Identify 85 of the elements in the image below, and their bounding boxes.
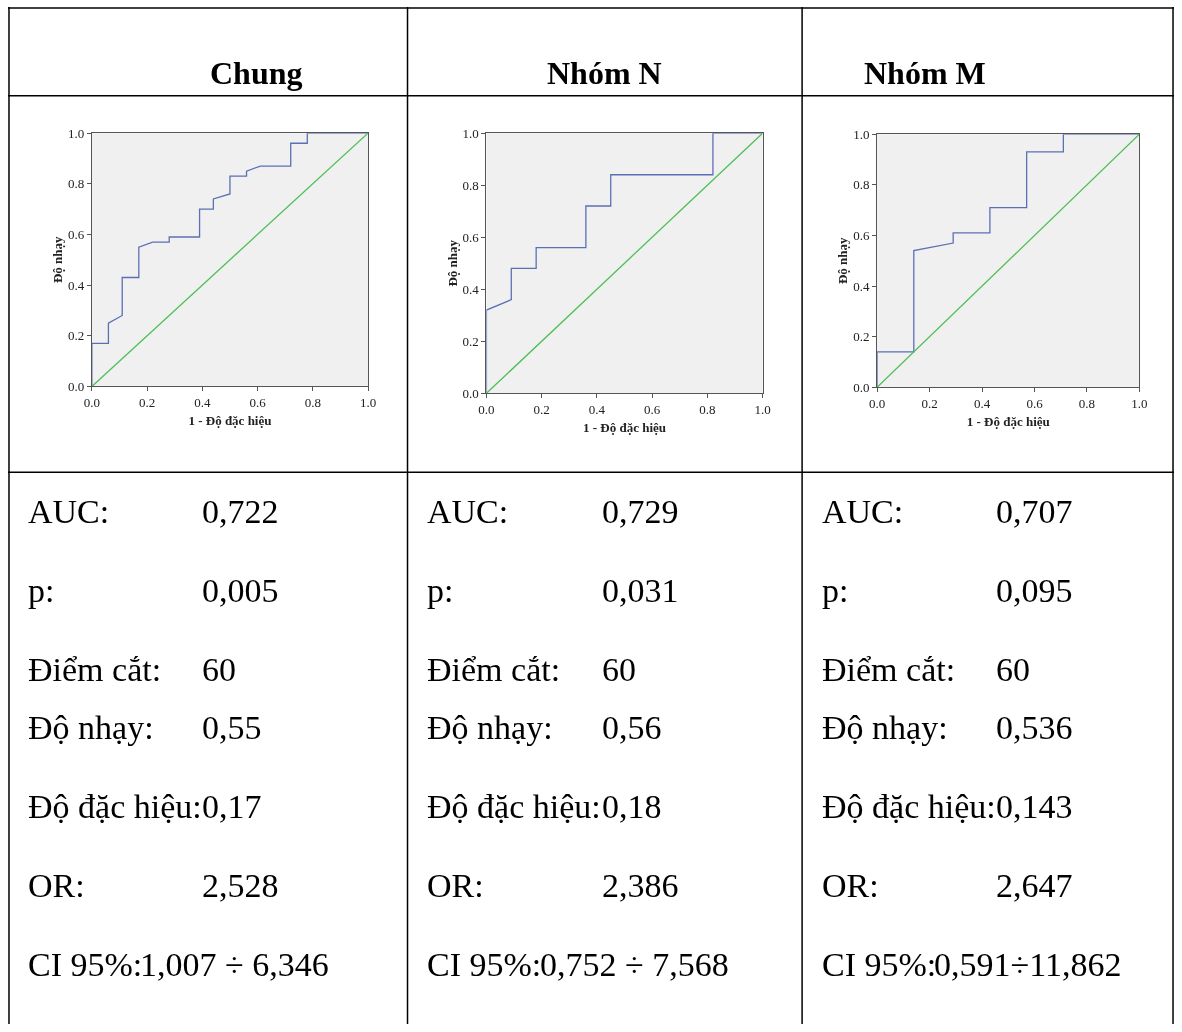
y-tick-label: 0.6 <box>462 229 480 245</box>
x-tick-label: 1.0 <box>754 401 771 417</box>
text: Điểm cắt: <box>28 651 162 688</box>
y-tick-label: 1.0 <box>853 126 870 142</box>
y-tick-label: 1.0 <box>462 125 479 141</box>
text: 0,722 <box>202 493 279 530</box>
y-tick-label: 0.8 <box>68 176 85 192</box>
text: Độ đặc hiệu: <box>822 788 996 825</box>
text: p: <box>822 572 849 609</box>
text: Độ đặc hiệu: <box>28 788 202 825</box>
text: AUC: <box>28 493 110 530</box>
x-axis-title: 1 - Độ đặc hiệu <box>583 419 667 435</box>
text: 1,007 ÷ 6,346 <box>140 946 329 983</box>
text: Điểm cắt: <box>822 651 956 688</box>
text: 0,56 <box>602 709 662 746</box>
text: 0,17 <box>202 788 262 825</box>
x-axis-title: 1 - Độ đặc hiệu <box>966 413 1050 429</box>
x-tick-label: 0.6 <box>249 395 267 410</box>
x-tick-label: 0.4 <box>973 395 991 411</box>
y-tick-label: 0.8 <box>853 177 870 193</box>
x-tick-label: 0.0 <box>868 395 886 411</box>
text: 0,729 <box>602 493 679 530</box>
x-tick-label: 0.4 <box>588 401 606 417</box>
text: 0,095 <box>996 572 1073 609</box>
chart-title: Nhóm N <box>547 55 662 91</box>
y-tick-label: 0.0 <box>853 379 870 395</box>
text: 0,707 <box>996 493 1073 530</box>
text: 2,528 <box>202 867 279 904</box>
x-tick-label: 1.0 <box>359 395 377 410</box>
text: 60 <box>996 651 1030 688</box>
text: CI 95%: <box>28 946 143 983</box>
text: AUC: <box>822 493 904 530</box>
text: 2,647 <box>996 867 1073 904</box>
x-tick-label: 0.2 <box>138 395 156 410</box>
x-tick-label: 0.6 <box>644 401 661 417</box>
y-tick-label: 0.0 <box>68 378 85 394</box>
text: Độ đặc hiệu: <box>427 788 601 825</box>
y-tick-label: 1.0 <box>68 125 85 141</box>
x-tick-label: 0.2 <box>533 401 550 417</box>
chart-title: Nhóm M <box>864 55 986 91</box>
x-tick-label: 0.0 <box>478 401 495 417</box>
text: 60 <box>602 651 636 688</box>
text: OR: <box>28 867 85 904</box>
y-tick-label: 0.6 <box>853 227 870 243</box>
y-tick-label: 0.2 <box>853 329 870 345</box>
text: 0,591÷11,862 <box>934 946 1122 983</box>
text: Độ nhạy: <box>822 709 948 746</box>
y-axis-title: Độ nhạy <box>835 236 851 285</box>
text: CI 95%: <box>427 946 542 983</box>
y-tick-label: 0.8 <box>462 177 479 193</box>
text: AUC: <box>427 493 509 530</box>
text: Độ nhạy: <box>28 709 154 746</box>
y-tick-label: 0.2 <box>462 333 479 349</box>
y-tick-label: 0.4 <box>68 277 85 293</box>
x-tick-label: 0.6 <box>1026 395 1044 411</box>
y-axis-title: Độ nhạy <box>49 235 65 284</box>
y-tick-label: 0.6 <box>68 227 85 242</box>
text: 0,55 <box>202 709 262 746</box>
x-tick-label: 0.8 <box>304 395 321 410</box>
chart-title: Chung <box>210 55 303 91</box>
text: 0,005 <box>202 572 279 609</box>
text: 0,143 <box>996 788 1073 825</box>
text: OR: <box>427 867 484 904</box>
y-axis-title: Độ nhạy <box>444 239 460 287</box>
text: Độ nhạy: <box>427 709 553 746</box>
x-tick-label: 0.4 <box>194 395 211 410</box>
text: OR: <box>822 867 879 904</box>
x-tick-label: 0.2 <box>921 395 938 411</box>
x-axis-title: 1 - Độ đặc hiệu <box>188 412 272 428</box>
text: 0,18 <box>602 788 662 825</box>
y-tick-label: 0.4 <box>853 278 870 294</box>
text: 2,386 <box>602 867 679 904</box>
text: p: <box>28 572 55 609</box>
text: Điểm cắt: <box>427 651 561 688</box>
text: 60 <box>202 651 236 688</box>
x-tick-label: 0.0 <box>83 395 100 410</box>
text: 0,031 <box>602 572 679 609</box>
x-tick-label: 1.0 <box>1131 395 1148 411</box>
text: 0,752 ÷ 7,568 <box>540 946 729 983</box>
y-tick-label: 0.4 <box>462 281 480 297</box>
y-tick-label: 0.2 <box>68 328 85 344</box>
text: p: <box>427 572 454 609</box>
x-tick-label: 0.8 <box>1078 395 1096 411</box>
text: 0,536 <box>996 709 1073 746</box>
x-tick-label: 0.8 <box>699 401 716 417</box>
